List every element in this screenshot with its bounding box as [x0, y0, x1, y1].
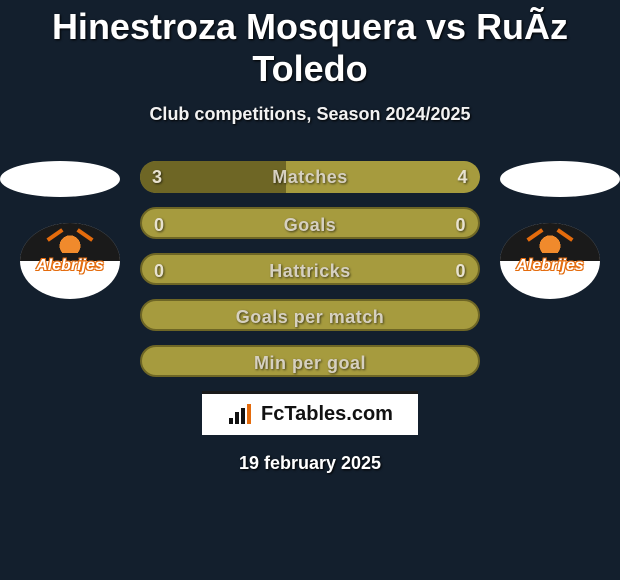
stat-label: Goals per match — [142, 307, 478, 328]
comparison-stage: Alebrijes Alebrijes Matches34Goals00Hatt… — [0, 161, 620, 377]
stat-row: Matches3 4 — [140, 161, 480, 193]
comparison-date: 19 february 2025 — [0, 453, 620, 474]
stat-label: Matches — [140, 167, 480, 188]
site-brand-text: FcTables.com — [261, 403, 393, 426]
stat-row: Goals per match — [140, 299, 480, 331]
stat-row: Min per goal — [140, 345, 480, 377]
page-title: Hinestroza Mosquera vs RuÃ­z Toledo — [0, 0, 620, 90]
player-a-club-oval — [0, 161, 120, 197]
stat-value-a: 3 — [152, 167, 163, 188]
stat-row: Hattricks0 0 — [140, 253, 480, 285]
bar-chart-icon — [227, 404, 253, 426]
player-b-club-oval — [500, 161, 620, 197]
alebrijes-burst-icon — [50, 229, 90, 253]
stat-value-a: 0 — [154, 261, 165, 282]
stat-value-b: 0 — [455, 261, 466, 282]
player-a-club-label: Alebrijes — [20, 257, 120, 275]
page-subtitle: Club competitions, Season 2024/2025 — [0, 104, 620, 125]
player-a-club-logo: Alebrijes — [20, 223, 120, 299]
stat-label: Hattricks — [142, 261, 478, 282]
stat-rows: Matches34Goals00Hattricks00Goals per mat… — [140, 161, 480, 377]
stat-label: Min per goal — [142, 353, 478, 374]
stat-value-a: 0 — [154, 215, 165, 236]
player-b-club-label: Alebrijes — [500, 257, 600, 275]
player-b-club-logo: Alebrijes — [500, 223, 600, 299]
site-brand-box: FcTables.com — [202, 391, 418, 435]
stat-value-b: 4 — [457, 167, 468, 188]
stat-label: Goals — [142, 215, 478, 236]
stat-value-b: 0 — [455, 215, 466, 236]
stat-row: Goals0 0 — [140, 207, 480, 239]
alebrijes-burst-icon — [530, 229, 570, 253]
